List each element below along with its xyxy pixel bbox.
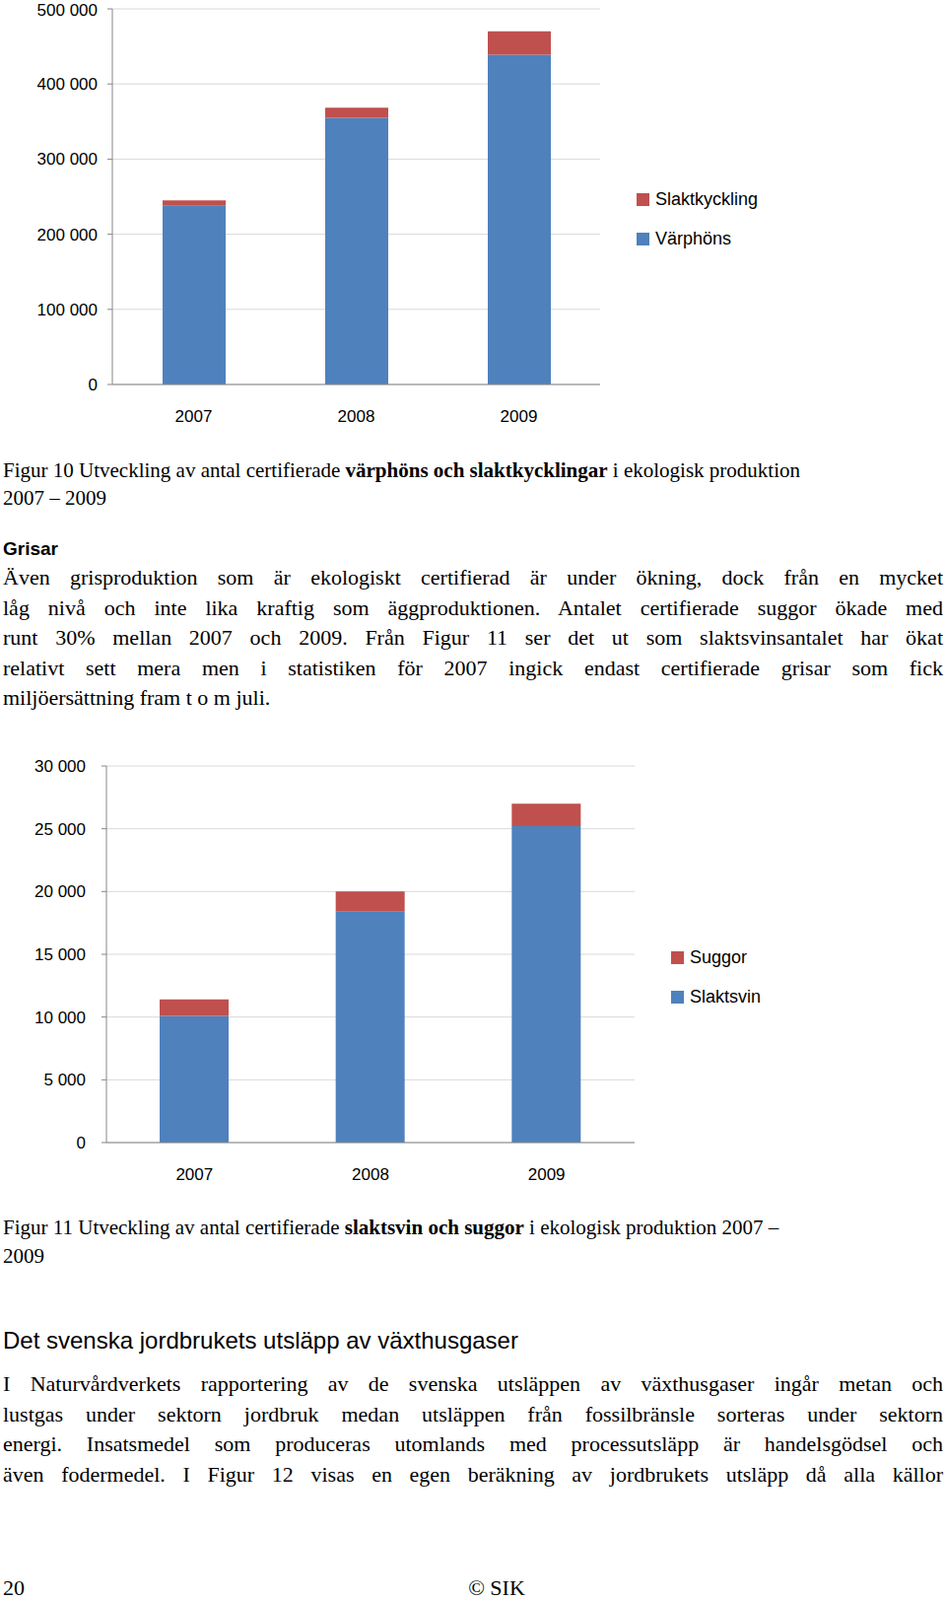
svg-text:10 000: 10 000 — [34, 1008, 86, 1027]
html-text:Grisar: Grisar — [2, 538, 59, 559]
html-text:även fodermedel. I Figur 12 vi: även fodermedel. I Figur 12 visas en ege… — [2, 1460, 944, 1486]
svg-text:30 000: 30 000 — [34, 756, 86, 776]
svg-text:2009: 2009 — [528, 1164, 566, 1184]
svg-text:200 000: 200 000 — [37, 225, 98, 245]
html-text:20: 20 — [2, 1574, 25, 1600]
html-text:Slaktsvin: Slaktsvin — [689, 985, 761, 1006]
html-text:Suggor: Suggor — [689, 946, 747, 967]
html-text:2007 – 2009: 2007 – 2009 — [2, 485, 107, 510]
svg-text:2008: 2008 — [351, 1164, 390, 1184]
svg-text:15 000: 15 000 — [34, 945, 86, 964]
svg-text:2008: 2008 — [337, 406, 376, 426]
svg-text:400 000: 400 000 — [37, 74, 98, 94]
svg-text:25 000: 25 000 — [34, 819, 86, 839]
html-text:2009: 2009 — [2, 1243, 45, 1268]
html-text:energi. Insatsmedel som produc: energi. Insatsmedel som produceras utoml… — [2, 1430, 944, 1456]
html-text:Slaktkyckling: Slaktkyckling — [655, 189, 758, 209]
html-text:Värphöns: Värphöns — [655, 228, 732, 249]
svg-text:0: 0 — [88, 375, 98, 395]
svg-text:20 000: 20 000 — [34, 881, 86, 901]
html-text:Figur 10 Utveckling av antal c: Figur 10 Utveckling av antal certifierad… — [2, 458, 801, 482]
html-text:Även grisproduktion som är eko: Även grisproduktion som är ekologiskt ce… — [2, 564, 944, 590]
html-text:Figur 11 Utveckling av antal c: Figur 11 Utveckling av antal certifierad… — [2, 1215, 779, 1239]
html-text:I Naturvårdverkets rapporterin: I Naturvårdverkets rapportering av de sv… — [2, 1370, 944, 1396]
html-text:runt 30% mellan 2007 och 2009.: runt 30% mellan 2007 och 2009. Från Figu… — [2, 624, 944, 650]
svg-text:500 000: 500 000 — [37, 0, 98, 20]
svg-text:5 000: 5 000 — [43, 1070, 86, 1089]
svg-text:2007: 2007 — [175, 1164, 213, 1184]
html-text:låg nivå och inte lika kraftig: låg nivå och inte lika kraftig som äggpr… — [2, 594, 944, 620]
svg-text:100 000: 100 000 — [37, 300, 98, 320]
svg-text:0: 0 — [76, 1133, 86, 1152]
svg-text:2009: 2009 — [500, 406, 539, 426]
html-text:© SIK: © SIK — [468, 1574, 526, 1600]
html-text:miljöersättning fram t o m jul: miljöersättning fram t o m juli. — [2, 684, 271, 710]
html-text:Det svenska jordbrukets utsläp: Det svenska jordbrukets utsläpp av växth… — [2, 1326, 519, 1353]
html-text:relativt sett mera men i stati: relativt sett mera men i statistiken för… — [2, 654, 944, 680]
svg-text:2007: 2007 — [175, 406, 213, 426]
svg-text:300 000: 300 000 — [37, 149, 98, 169]
html-text:lustgas under sektorn jordbruk: lustgas under sektorn jordbruk medan uts… — [2, 1400, 944, 1426]
